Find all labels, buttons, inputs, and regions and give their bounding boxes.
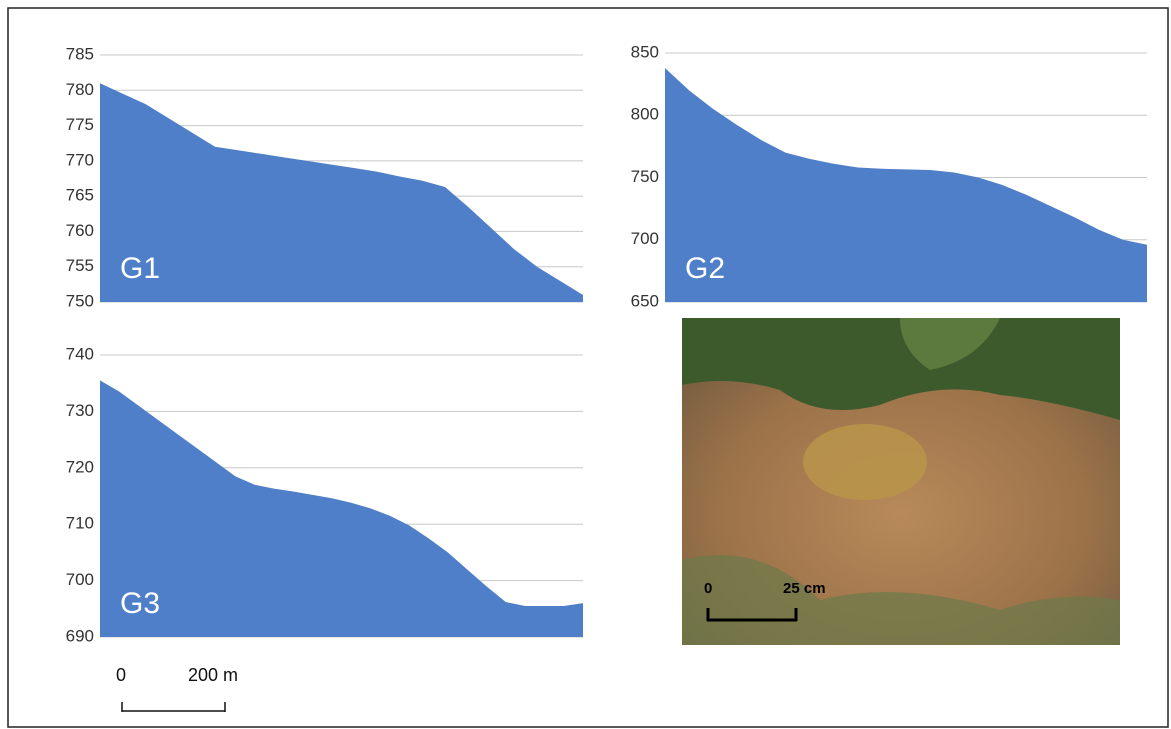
area	[665, 68, 1147, 302]
area	[100, 380, 583, 637]
panel: 750 755 760 765 770 775 780 785 G1	[66, 44, 583, 310]
y-tick-label: 780	[66, 80, 94, 99]
y-tick-label: 800	[631, 105, 659, 124]
y-tick-label: 710	[66, 514, 94, 533]
y-tick-label: 755	[66, 256, 94, 275]
y-tick-label: 730	[66, 401, 94, 420]
scale-start: 0	[116, 665, 126, 685]
y-tick-label: 770	[66, 150, 94, 169]
y-tick-label: 690	[66, 626, 94, 645]
photo-scale-start: 0	[704, 580, 712, 597]
panel-label: G1	[120, 252, 160, 285]
y-tick-label: 750	[631, 167, 659, 186]
panel-label: G3	[120, 587, 160, 620]
y-tick-label: 760	[66, 221, 94, 240]
panel-label: G2	[685, 252, 725, 285]
y-tick-label: 720	[66, 457, 94, 476]
panel: 650 700 750 800 850 G2	[631, 42, 1147, 310]
photo-scale-end: 25 cm	[783, 580, 826, 597]
y-tick-label: 700	[66, 570, 94, 589]
y-tick-label: 785	[66, 44, 94, 63]
y-tick-label: 765	[66, 186, 94, 205]
y-tick-label: 650	[631, 291, 659, 310]
y-tick-label: 775	[66, 115, 94, 134]
y-tick-label: 850	[631, 42, 659, 61]
photo: 0 25 cm	[682, 318, 1120, 645]
y-tick-label: 700	[631, 229, 659, 248]
y-tick-label: 750	[66, 291, 94, 310]
panel: 690 700 710 720 730 740 G3	[66, 344, 583, 645]
scale-bar: 0 200 m	[116, 665, 238, 712]
figure: 0 25 cm 0 200 m 750 755 760 765 770 775 780 785…	[0, 0, 1171, 729]
scale-end: 200 m	[188, 665, 238, 685]
y-tick-label: 740	[66, 344, 94, 363]
area	[100, 83, 583, 302]
